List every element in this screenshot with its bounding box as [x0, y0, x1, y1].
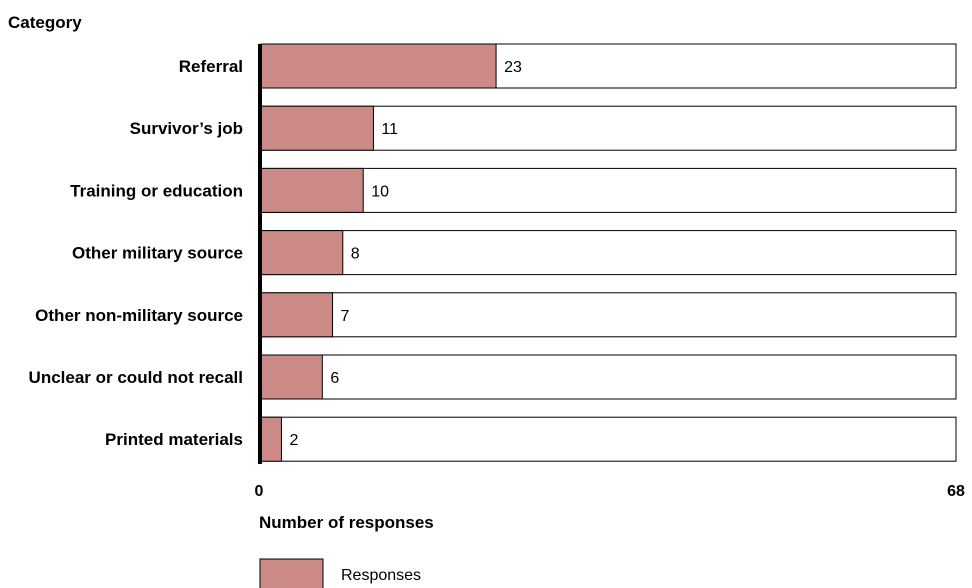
bar-track [260, 292, 957, 338]
bar-rows: 23 Referral 11 Survivor’s job 10 Training or … [29, 43, 957, 462]
data-label: 2 [289, 432, 298, 449]
category-axis-title: Category [8, 13, 82, 32]
bar-track [260, 167, 957, 213]
bar [260, 230, 344, 276]
data-label: 7 [341, 308, 350, 325]
bar-track [260, 354, 957, 400]
category-label: Other military source [72, 244, 243, 263]
data-label: 10 [371, 183, 389, 200]
bar [260, 292, 334, 338]
bar [260, 43, 497, 89]
legend-label-responses: Responses [341, 567, 421, 584]
data-label: 11 [381, 121, 398, 138]
legend-swatch-responses [259, 558, 324, 588]
bar [260, 416, 282, 462]
data-label: 8 [351, 246, 360, 263]
x-tick-label-max: 68 [947, 483, 965, 500]
bar [260, 105, 374, 151]
category-label: Referral [179, 57, 243, 76]
legend: Responses [259, 558, 421, 588]
x-tick-label-min: 0 [255, 483, 264, 500]
bar-track [260, 105, 957, 151]
category-label: Other non-military source [35, 306, 243, 325]
data-label: 6 [330, 370, 339, 387]
bar-track [260, 416, 957, 462]
data-label: 23 [504, 59, 522, 76]
bar [260, 354, 323, 400]
x-axis-title: Number of responses [259, 513, 434, 532]
category-label: Survivor’s job [130, 119, 243, 138]
bar-track [260, 230, 957, 276]
bar [260, 167, 364, 213]
category-label: Printed materials [105, 430, 243, 449]
category-label: Training or education [70, 181, 243, 200]
category-label: Unclear or could not recall [29, 368, 243, 387]
